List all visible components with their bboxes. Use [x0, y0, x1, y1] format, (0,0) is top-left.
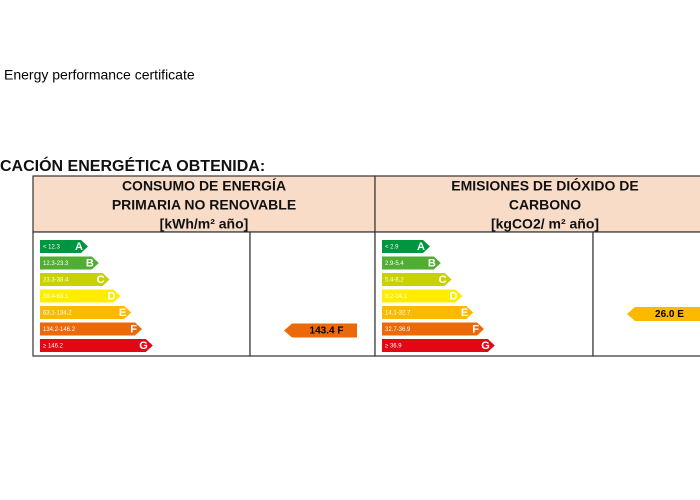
scale-bar — [40, 289, 121, 303]
panel-header — [32, 175, 376, 233]
scale-letter: D — [449, 290, 457, 302]
scale-bar — [382, 322, 484, 336]
scale-bar — [382, 240, 430, 253]
heading: CACIÓN ENERGÉTICA OBTENIDA: — [0, 156, 265, 175]
scale-letter: A — [75, 241, 83, 253]
scale-range: 134.2-146.2 — [43, 327, 76, 333]
scale-letter: D — [107, 290, 115, 302]
scale-bar — [382, 339, 495, 352]
scale-letter: E — [119, 307, 126, 319]
scale-range: 63.1-134.2 — [43, 311, 72, 317]
scale-range: 12.3-23.3 — [43, 261, 69, 267]
panel-title: [kgCO2/ m² año] — [491, 216, 599, 232]
scale-letter: E — [461, 307, 468, 319]
panel-title: CARBONO — [509, 197, 581, 213]
scale-range: 5.4-8.2 — [385, 278, 404, 284]
rating-arrow — [627, 307, 700, 321]
scale-range: 38.4-63.1 — [43, 294, 69, 300]
scale-bar — [382, 273, 452, 286]
panel-title: [kWh/m² año] — [160, 216, 249, 232]
scale-range: 8.2-14.1 — [385, 294, 408, 300]
scale-bar — [40, 273, 110, 286]
scale-bar — [382, 306, 474, 319]
caption: Energy performance certificate — [4, 67, 195, 83]
scale-letter: C — [97, 274, 105, 286]
scale-letter: F — [472, 323, 479, 335]
scale-letter: G — [139, 340, 148, 352]
scale-bar — [40, 339, 153, 352]
scale-range: 14.1-32.7 — [385, 311, 411, 317]
scale-bar — [382, 289, 463, 303]
scale-range: 2.9-5.4 — [385, 261, 404, 267]
rating-value: 26.0 E — [655, 309, 684, 320]
scale-range: ≥ 36.9 — [385, 344, 402, 350]
scale-bar — [40, 306, 132, 319]
scale-bar — [40, 240, 88, 253]
panel-title: PRIMARIA NO RENOVABLE — [112, 197, 296, 213]
scale-letter: G — [481, 340, 490, 352]
scale-bar — [382, 256, 441, 270]
scale-range: 23.3-38.4 — [43, 278, 69, 284]
scale-bar — [40, 322, 142, 336]
scale-bar — [40, 256, 99, 270]
scale-letter: A — [417, 241, 425, 253]
scale-letter: C — [439, 274, 447, 286]
scale-letter: F — [130, 323, 137, 335]
rating-arrow — [284, 323, 357, 338]
scale-range: < 12.3 — [43, 245, 61, 251]
scale-range: ≥ 146.2 — [43, 344, 64, 350]
scale-range: < 2.9 — [385, 245, 399, 251]
scale-letter: B — [86, 257, 94, 269]
rating-cell — [592, 231, 700, 357]
panel-title: CONSUMO DE ENERGÍA — [122, 178, 286, 194]
rating-value: 143.4 F — [310, 326, 344, 337]
scale-range: 32.7-36.9 — [385, 327, 411, 333]
scale-letter: B — [428, 257, 436, 269]
panel-title: EMISIONES DE DIÓXIDO DE — [451, 177, 638, 194]
